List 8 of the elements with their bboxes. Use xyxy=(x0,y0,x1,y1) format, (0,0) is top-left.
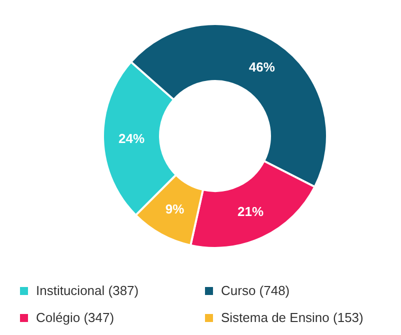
data-label: 46% xyxy=(248,59,276,74)
data-label: 9% xyxy=(165,202,185,217)
legend-label: Sistema de Ensino (153) xyxy=(221,310,364,325)
legend-label: Institucional (387) xyxy=(36,283,139,298)
legend-label: Curso (748) xyxy=(221,283,290,298)
data-label: 24% xyxy=(118,131,145,146)
legend-label: Colégio (347) xyxy=(36,310,114,325)
data-label: 21% xyxy=(238,204,264,220)
